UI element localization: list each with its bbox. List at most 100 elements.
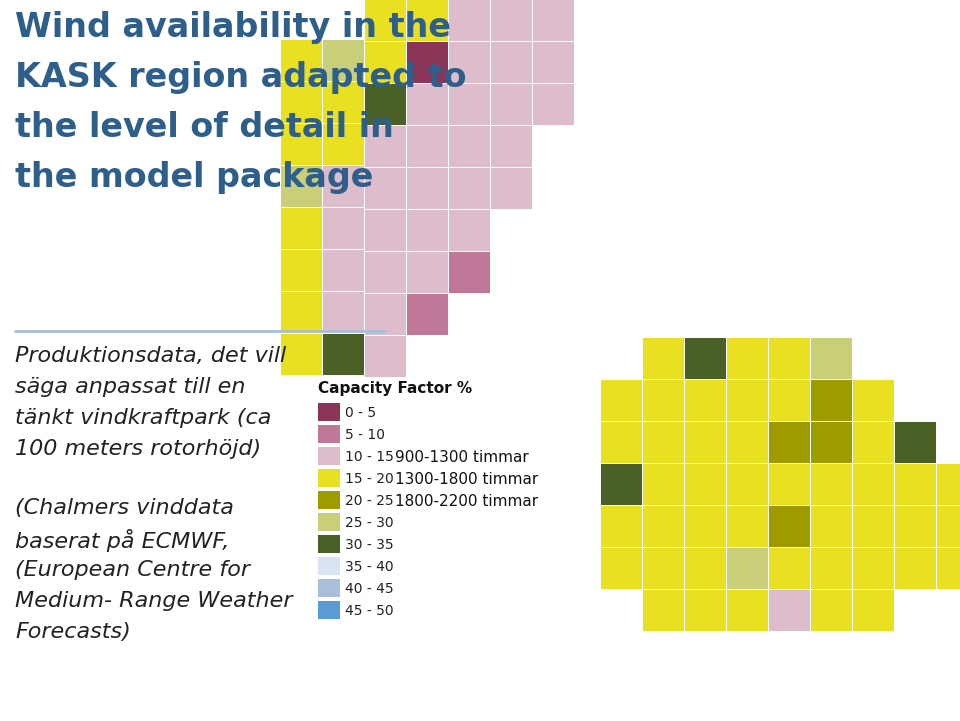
Text: 20 - 25: 20 - 25 (345, 494, 394, 508)
Bar (406, 167, 448, 209)
Bar (684, 463, 726, 505)
Bar (894, 463, 936, 505)
Bar (318, 513, 340, 531)
Bar (406, 83, 448, 125)
Text: baserat på ECMWF,: baserat på ECMWF, (15, 529, 229, 552)
Bar (684, 505, 726, 547)
Text: Forecasts): Forecasts) (15, 622, 131, 642)
Bar (318, 579, 340, 597)
Bar (490, 41, 532, 83)
Text: 40 - 45: 40 - 45 (345, 582, 394, 596)
Bar (726, 379, 768, 421)
Bar (448, 83, 490, 125)
Bar (322, 81, 364, 123)
Bar (280, 249, 322, 291)
Bar (726, 547, 768, 589)
Text: 15 - 20: 15 - 20 (345, 472, 394, 486)
Bar (364, 293, 406, 335)
Bar (810, 505, 852, 547)
Bar (280, 165, 322, 207)
Bar (684, 379, 726, 421)
Bar (322, 165, 364, 207)
Bar (768, 421, 810, 463)
Text: KASK region adapted to: KASK region adapted to (15, 61, 467, 94)
Bar (936, 463, 960, 505)
Bar (684, 547, 726, 589)
Bar (684, 421, 726, 463)
Bar (318, 403, 340, 421)
Text: Capacity Factor %: Capacity Factor % (318, 381, 472, 396)
Text: (European Centre for: (European Centre for (15, 560, 250, 580)
Bar (726, 589, 768, 631)
Text: the model package: the model package (15, 161, 373, 194)
Text: 10 - 15: 10 - 15 (345, 450, 394, 464)
Bar (490, 0, 532, 41)
Bar (600, 421, 642, 463)
Text: 100 meters rotorhöjd): 100 meters rotorhöjd) (15, 439, 261, 459)
Text: 1300-1800 timmar: 1300-1800 timmar (395, 472, 539, 487)
Bar (364, 209, 406, 251)
Bar (642, 379, 684, 421)
Bar (322, 249, 364, 291)
Bar (642, 463, 684, 505)
Text: Produktionsdata, det vill: Produktionsdata, det vill (15, 346, 286, 366)
Bar (768, 547, 810, 589)
Bar (642, 547, 684, 589)
Bar (406, 251, 448, 293)
Text: (Chalmers vinddata: (Chalmers vinddata (15, 498, 234, 518)
Bar (852, 379, 894, 421)
Text: säga anpassat till en: säga anpassat till en (15, 377, 246, 397)
Bar (318, 425, 340, 443)
Bar (406, 209, 448, 251)
Bar (318, 557, 340, 575)
Bar (642, 505, 684, 547)
Bar (322, 123, 364, 165)
Bar (364, 251, 406, 293)
Bar (490, 83, 532, 125)
Text: Medium- Range Weather: Medium- Range Weather (15, 591, 293, 611)
Bar (810, 589, 852, 631)
Bar (684, 589, 726, 631)
Bar (726, 505, 768, 547)
Text: 30 - 35: 30 - 35 (345, 538, 394, 552)
Bar (448, 209, 490, 251)
Bar (810, 337, 852, 379)
Bar (768, 379, 810, 421)
Bar (852, 463, 894, 505)
Bar (768, 589, 810, 631)
Bar (768, 505, 810, 547)
Bar (280, 81, 322, 123)
Bar (936, 505, 960, 547)
Bar (280, 207, 322, 249)
Text: Wind availability in the: Wind availability in the (15, 11, 451, 44)
Bar (684, 337, 726, 379)
Bar (280, 333, 322, 375)
Bar (280, 123, 322, 165)
Bar (768, 463, 810, 505)
Bar (364, 125, 406, 167)
Text: 900-1300 timmar: 900-1300 timmar (395, 450, 529, 465)
Bar (894, 505, 936, 547)
Bar (322, 207, 364, 249)
Text: 45 - 50: 45 - 50 (345, 604, 394, 618)
Bar (532, 0, 574, 41)
Bar (364, 0, 406, 41)
Bar (532, 83, 574, 125)
Bar (318, 535, 340, 553)
Bar (642, 337, 684, 379)
Bar (448, 251, 490, 293)
Bar (726, 337, 768, 379)
Bar (600, 379, 642, 421)
Text: tänkt vindkraftpark (ca: tänkt vindkraftpark (ca (15, 408, 272, 428)
Bar (642, 421, 684, 463)
Bar (726, 421, 768, 463)
Text: 25 - 30: 25 - 30 (345, 516, 394, 530)
Text: the level of detail in: the level of detail in (15, 111, 394, 144)
Bar (852, 589, 894, 631)
Bar (810, 547, 852, 589)
Bar (894, 547, 936, 589)
Bar (600, 463, 642, 505)
Bar (448, 125, 490, 167)
Bar (810, 421, 852, 463)
Bar (318, 469, 340, 487)
